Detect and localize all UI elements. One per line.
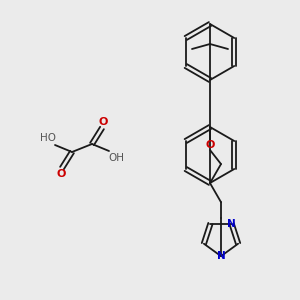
- Text: N: N: [227, 219, 236, 229]
- Text: O: O: [205, 140, 215, 150]
- Text: N: N: [217, 251, 225, 261]
- Text: HO: HO: [40, 133, 56, 143]
- Text: O: O: [56, 169, 66, 179]
- Text: O: O: [98, 117, 108, 127]
- Text: OH: OH: [108, 153, 124, 163]
